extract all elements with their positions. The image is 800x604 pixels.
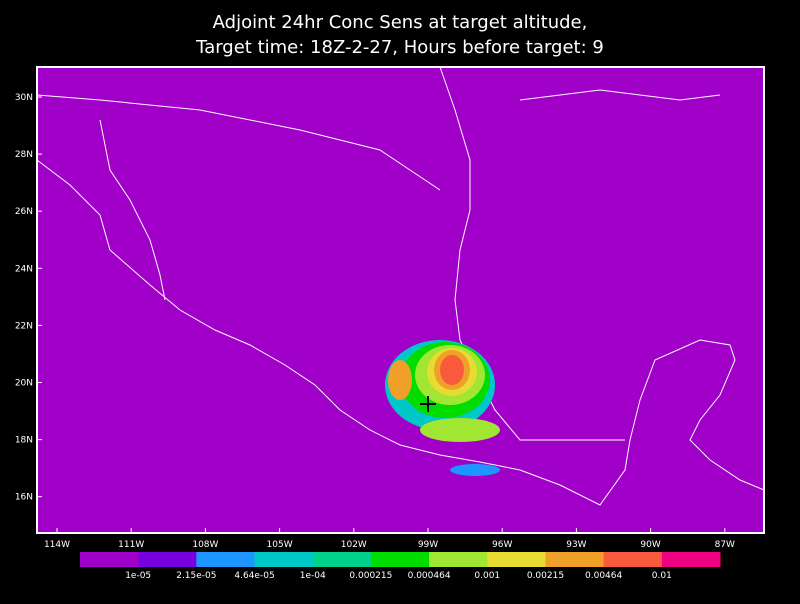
lon-label: 105W xyxy=(267,540,293,550)
legend-swatch xyxy=(312,552,372,567)
lon-label: 93W xyxy=(566,540,586,550)
legend-label: 0.01 xyxy=(652,571,672,581)
legend-label: 0.00464 xyxy=(585,571,622,581)
lat-label: 18N xyxy=(15,436,33,446)
lon-label: 108W xyxy=(192,540,218,550)
legend-swatch xyxy=(254,552,314,567)
lon-label: 102W xyxy=(341,540,367,550)
legend-swatch xyxy=(196,552,256,567)
lat-label: 30N xyxy=(15,93,33,103)
legend-label: 0.000464 xyxy=(408,571,451,581)
lat-label: 20N xyxy=(15,379,33,389)
legend-label: 0.00215 xyxy=(527,571,564,581)
sensitivity-contours xyxy=(385,340,500,476)
coastlines xyxy=(36,66,765,506)
legend-label: 1e-05 xyxy=(125,571,151,581)
lon-label: 96W xyxy=(492,540,512,550)
lat-label: 16N xyxy=(15,493,33,503)
legend-label: 4.64e-05 xyxy=(234,571,274,581)
lon-label: 114W xyxy=(44,540,70,550)
lat-label: 28N xyxy=(15,150,33,160)
lon-label: 87W xyxy=(715,540,735,550)
lon-label: 90W xyxy=(640,540,660,550)
legend-swatch xyxy=(661,552,721,567)
lon-label: 99W xyxy=(418,540,438,550)
lat-label: 24N xyxy=(15,264,33,274)
lat-label: 22N xyxy=(15,321,33,331)
legend-swatch xyxy=(545,552,605,567)
legend-swatch xyxy=(603,552,663,567)
legend-swatch xyxy=(138,552,197,567)
legend-swatch xyxy=(487,552,546,567)
legend-label: 0.001 xyxy=(474,571,500,581)
legend-swatch xyxy=(370,552,430,567)
legend-swatch xyxy=(429,552,488,567)
map-frame xyxy=(36,66,765,534)
lon-label: 111W xyxy=(118,540,144,550)
legend-label: 2.15e-05 xyxy=(176,571,216,581)
legend-swatch xyxy=(80,552,139,567)
title-line: Adjoint 24hr Conc Sens at target altitud… xyxy=(213,12,588,33)
title-line: Target time: 18Z-2-27, Hours before targ… xyxy=(195,37,604,58)
legend-label: 0.000215 xyxy=(349,571,392,581)
lat-label: 26N xyxy=(15,207,33,217)
legend-label: 1e-04 xyxy=(300,571,326,581)
